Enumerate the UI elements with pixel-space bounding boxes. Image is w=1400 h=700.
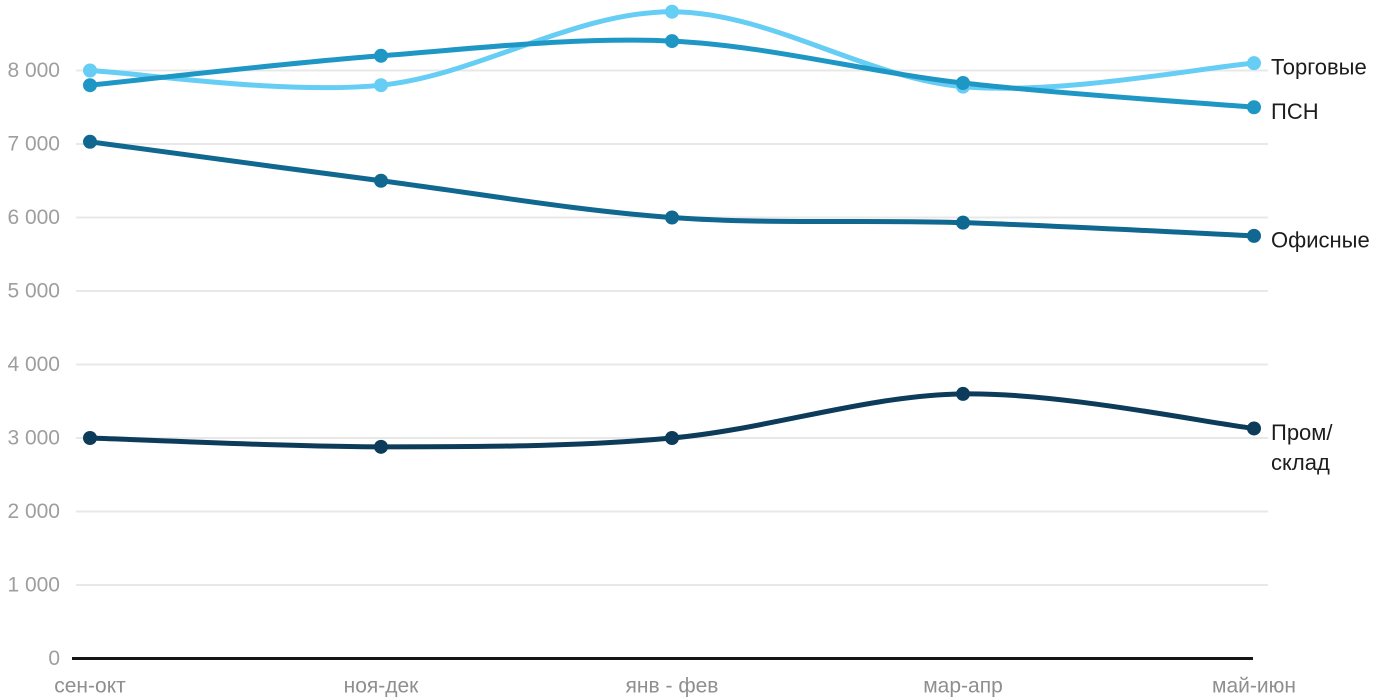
series-point-prom-sklad-3[interactable] bbox=[665, 431, 679, 445]
series-point-ofisnye-1[interactable] bbox=[83, 134, 97, 149]
series-point-torgovye-1[interactable] bbox=[83, 63, 97, 78]
x-tick-label-2: ноя-дек bbox=[344, 675, 420, 698]
x-tick-label-1: сен-окт bbox=[54, 675, 126, 698]
series-point-ofisnye-3[interactable] bbox=[665, 210, 679, 225]
series-point-psn-4[interactable] bbox=[956, 75, 970, 90]
x-tick-label-3: янв - фев bbox=[626, 675, 719, 698]
y-tick-label-0: 0 bbox=[48, 647, 60, 670]
y-tick-label-6000: 6 000 bbox=[7, 206, 60, 229]
y-tick-label-8000: 8 000 bbox=[7, 59, 60, 82]
series-point-prom-sklad-2[interactable] bbox=[374, 439, 388, 454]
series-line-torgovye bbox=[87, 9, 1257, 91]
series-point-ofisnye-5[interactable] bbox=[1247, 228, 1261, 243]
series-point-ofisnye-2[interactable] bbox=[374, 173, 388, 188]
series-label-psn: ПСН bbox=[1271, 99, 1319, 124]
series-point-prom-sklad-4[interactable] bbox=[956, 386, 970, 401]
series-point-ofisnye-4[interactable] bbox=[956, 215, 970, 230]
series-point-psn-5[interactable] bbox=[1247, 100, 1261, 115]
series-point-psn-1[interactable] bbox=[83, 78, 97, 93]
series-point-prom-sklad-1[interactable] bbox=[83, 431, 97, 445]
y-tick-label-3000: 3 000 bbox=[7, 427, 60, 450]
x-tick-label-5: май-июн bbox=[1212, 675, 1296, 698]
y-tick-label-2000: 2 000 bbox=[7, 500, 60, 523]
series-point-torgovye-3[interactable] bbox=[665, 4, 679, 19]
series-line-psn bbox=[87, 37, 1257, 110]
y-tick-label-5000: 5 000 bbox=[7, 280, 60, 303]
series-label-ofisnye: Офисные bbox=[1271, 227, 1370, 252]
series-label-torgovye: Торговые bbox=[1271, 55, 1367, 80]
series-point-torgovye-2[interactable] bbox=[374, 78, 388, 93]
x-tick-label-4: мар-апр bbox=[923, 675, 1003, 698]
series-label-prom-sklad-line1: Пром/ bbox=[1271, 420, 1333, 445]
series-point-prom-sklad-5[interactable] bbox=[1247, 421, 1261, 436]
series-label-prom-sklad-line2: склад bbox=[1271, 450, 1330, 475]
y-tick-label-4000: 4 000 bbox=[7, 353, 60, 376]
y-tick-label-7000: 7 000 bbox=[7, 133, 60, 156]
series-point-psn-2[interactable] bbox=[374, 48, 388, 63]
series-point-torgovye-5[interactable] bbox=[1247, 56, 1261, 71]
y-tick-label-1000: 1 000 bbox=[7, 574, 60, 597]
series-point-psn-3[interactable] bbox=[665, 34, 679, 49]
